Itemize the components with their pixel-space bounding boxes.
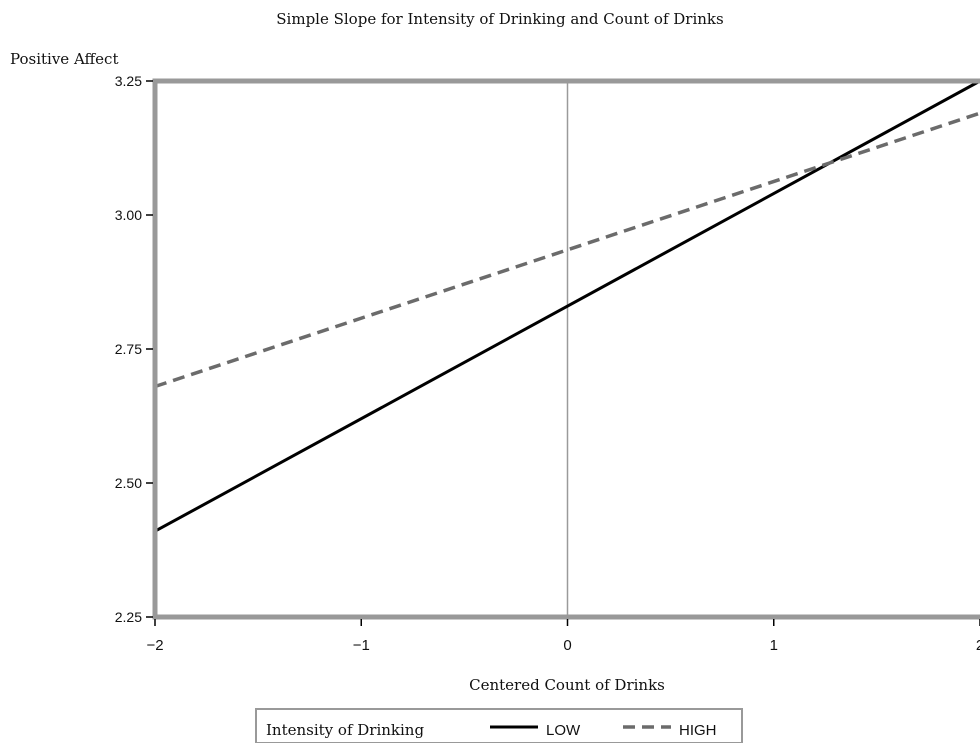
x-axis-label: Centered Count of Drinks bbox=[469, 676, 665, 694]
y-tick-label: 2.75 bbox=[115, 341, 142, 357]
x-tick-label: 2 bbox=[976, 637, 980, 654]
x-tick-label: 0 bbox=[563, 637, 571, 654]
y-tick-label: 3.25 bbox=[115, 73, 142, 89]
x-tick-label: 1 bbox=[770, 637, 778, 654]
y-tick-label: 2.25 bbox=[115, 609, 142, 625]
legend: Intensity of Drinking LOW HIGH bbox=[255, 708, 743, 744]
chart-title: Simple Slope for Intensity of Drinking a… bbox=[276, 10, 723, 28]
series-line-high bbox=[154, 111, 980, 389]
y-tick-label: 2.50 bbox=[115, 475, 142, 491]
legend-low-label: LOW bbox=[546, 722, 581, 739]
tick-layer: 2.25 2.50 2.75 3.00 3.25 −2 −1 0 1 2 bbox=[115, 73, 980, 654]
legend-high-label: HIGH bbox=[679, 722, 717, 739]
legend-title: Intensity of Drinking bbox=[266, 721, 424, 739]
y-axis-label: Positive Affect bbox=[10, 50, 119, 68]
x-tick-label: −2 bbox=[146, 637, 163, 654]
y-tick-label: 3.00 bbox=[115, 207, 142, 223]
series-line-low bbox=[154, 79, 980, 533]
x-tick-label: −1 bbox=[353, 637, 370, 654]
plot-layer bbox=[152, 78, 980, 620]
